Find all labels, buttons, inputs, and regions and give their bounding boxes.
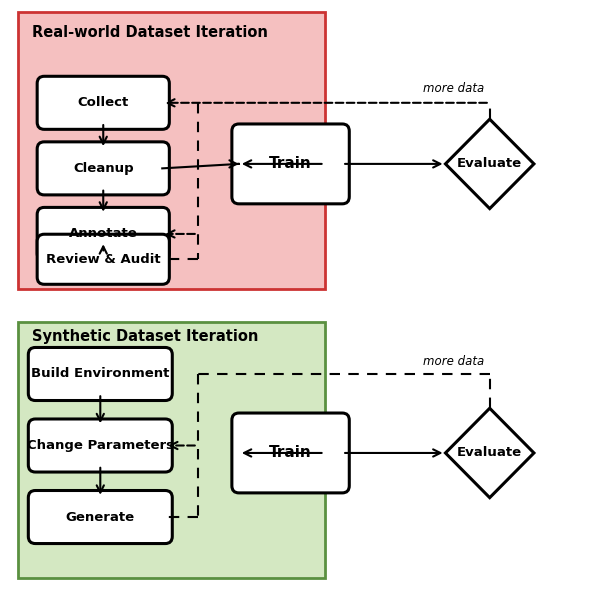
Text: Change Parameters: Change Parameters <box>27 439 174 452</box>
FancyBboxPatch shape <box>37 76 169 129</box>
Text: Build Environment: Build Environment <box>31 368 169 380</box>
Text: Train: Train <box>269 445 312 461</box>
Text: Cleanup: Cleanup <box>73 162 133 175</box>
Text: Train: Train <box>269 156 312 172</box>
Text: Review & Audit: Review & Audit <box>46 253 160 266</box>
Text: Generate: Generate <box>65 511 135 523</box>
FancyBboxPatch shape <box>18 12 324 289</box>
Text: Evaluate: Evaluate <box>457 446 522 460</box>
Text: Annotate: Annotate <box>69 228 137 240</box>
FancyBboxPatch shape <box>232 413 349 493</box>
Text: Evaluate: Evaluate <box>457 157 522 170</box>
Polygon shape <box>445 119 534 209</box>
FancyBboxPatch shape <box>28 419 172 472</box>
FancyBboxPatch shape <box>37 142 169 195</box>
Text: more data: more data <box>422 355 484 368</box>
FancyBboxPatch shape <box>37 234 169 284</box>
Text: Collect: Collect <box>78 97 129 109</box>
FancyBboxPatch shape <box>37 207 169 260</box>
Text: more data: more data <box>422 82 484 95</box>
Text: Real-world Dataset Iteration: Real-world Dataset Iteration <box>32 25 268 41</box>
FancyBboxPatch shape <box>28 491 172 544</box>
Text: Synthetic Dataset Iteration: Synthetic Dataset Iteration <box>32 329 259 344</box>
FancyBboxPatch shape <box>232 124 349 204</box>
FancyBboxPatch shape <box>28 347 172 401</box>
FancyBboxPatch shape <box>18 322 324 578</box>
Polygon shape <box>445 408 534 498</box>
